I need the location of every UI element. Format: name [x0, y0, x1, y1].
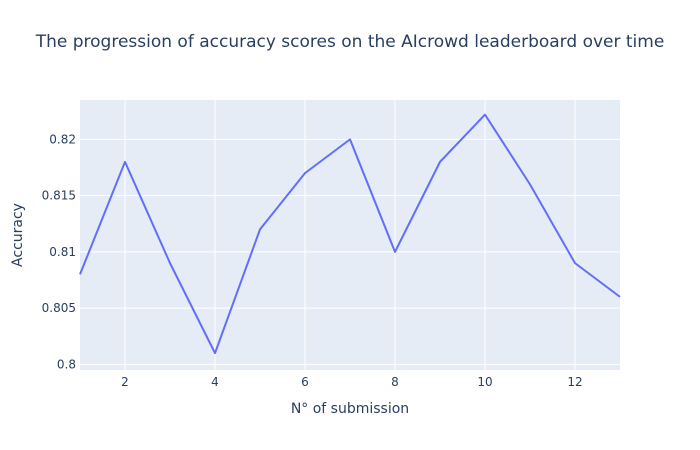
x-tick-label: 6 — [301, 375, 309, 389]
y-tick-label: 0.805 — [42, 301, 76, 315]
x-tick-label: 4 — [211, 375, 219, 389]
y-tick-label: 0.8 — [57, 357, 76, 371]
y-axis-title: Accuracy — [10, 203, 26, 267]
series-line — [79, 113, 621, 355]
x-tick-label: 2 — [121, 375, 129, 389]
x-tick-label: 10 — [477, 375, 492, 389]
plot-background — [80, 100, 620, 370]
y-tick-label: 0.82 — [49, 132, 76, 146]
x-tick-label: 8 — [391, 375, 399, 389]
y-tick-label: 0.815 — [42, 189, 76, 203]
x-axis-title: N° of submission — [291, 401, 409, 417]
chart-title: The progression of accuracy scores on th… — [35, 32, 665, 52]
y-tick-label: 0.81 — [49, 245, 76, 259]
x-tick-label: 12 — [567, 375, 582, 389]
